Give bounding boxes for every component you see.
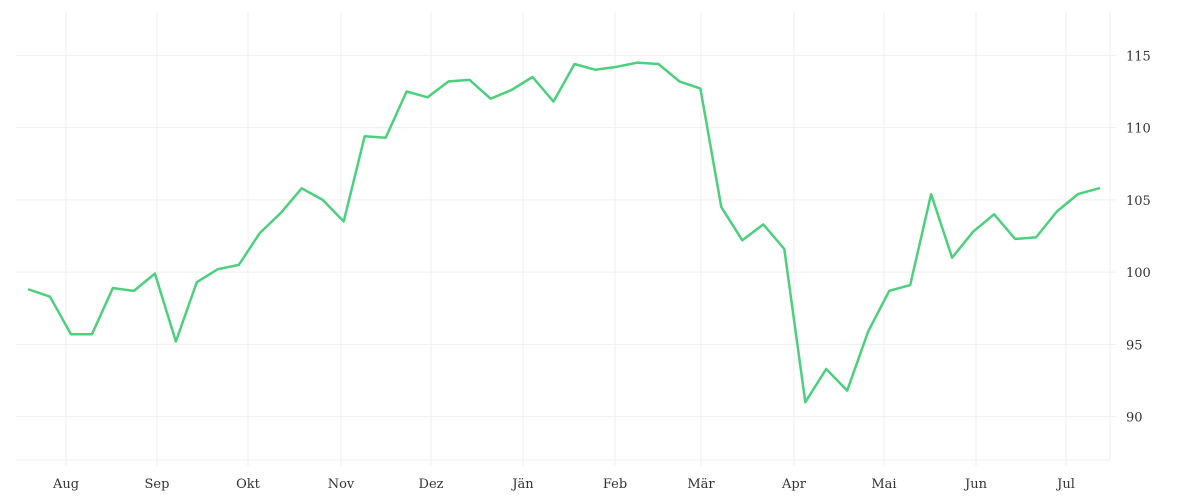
x-tick-label: Nov (328, 477, 355, 492)
series-line (27, 61, 1101, 404)
x-tick-label: Aug (52, 477, 79, 492)
x-gridlines (65, 12, 1067, 466)
x-tick-label: Apr (781, 477, 807, 492)
y-tick-label: 115 (1126, 49, 1151, 64)
y-tick-label: 110 (1126, 122, 1151, 137)
y-tick-label: 90 (1126, 411, 1143, 426)
x-tick-label: Jul (1055, 477, 1075, 492)
x-tick-label: Dez (419, 477, 444, 492)
y-gridlines (16, 54, 1116, 418)
x-tick-label: Jän (510, 477, 534, 492)
x-tick-label: Sep (145, 477, 170, 492)
y-tick-label: 105 (1126, 194, 1151, 209)
x-tick-label: Okt (236, 477, 261, 492)
y-tick-label: 100 (1126, 266, 1151, 281)
y-tick-labels: 90 95 100 105 110 115 (1126, 49, 1151, 425)
y-tick-label: 95 (1126, 338, 1143, 353)
x-tick-label: Feb (603, 477, 627, 492)
x-tick-label: Mär (687, 477, 715, 492)
x-tick-label: Mai (871, 477, 896, 492)
x-tick-labels: Aug Sep Okt Nov Dez Jän Feb Mär Apr Mai Jun Jul (52, 477, 1075, 492)
x-tick-label: Jun (963, 477, 988, 492)
